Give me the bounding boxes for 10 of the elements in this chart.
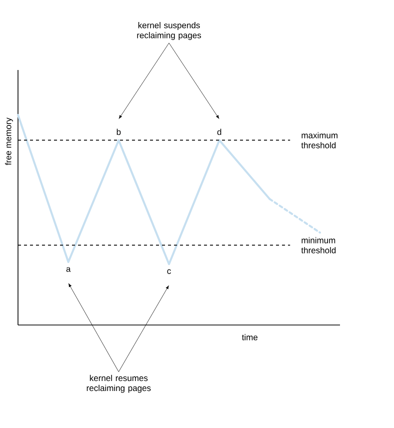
x-axis-title: time: [242, 334, 258, 340]
ref-line-label: minimum threshold: [301, 237, 336, 254]
text: kernel resumes reclaiming pages: [86, 374, 151, 393]
y-axis-title: free memory: [5, 118, 13, 166]
ref-line-label: maximum threshold: [301, 132, 338, 148]
annotation: a: [66, 267, 71, 272]
annotation: b: [116, 128, 121, 135]
annotation: d: [217, 128, 222, 135]
text: kernel suspends reclaiming pages: [137, 22, 202, 40]
annotation: c: [167, 269, 171, 274]
